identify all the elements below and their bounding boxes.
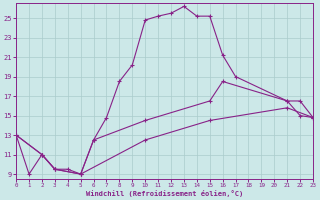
X-axis label: Windchill (Refroidissement éolien,°C): Windchill (Refroidissement éolien,°C) bbox=[86, 190, 243, 197]
